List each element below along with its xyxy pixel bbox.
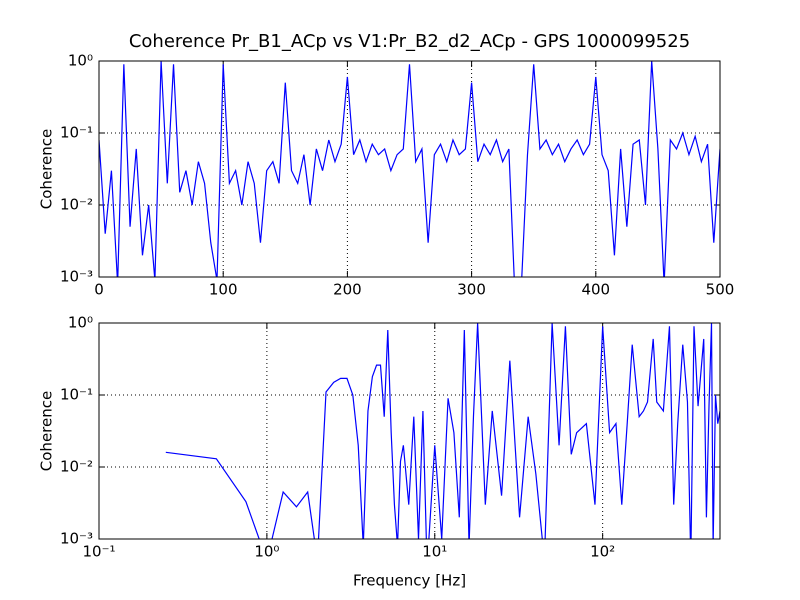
x-tick-label: 10⁰: [254, 543, 279, 561]
y-tick-label: 10⁻³: [60, 268, 93, 286]
x-tick-label: 100: [209, 281, 238, 299]
chart-title: Coherence Pr_B1_ACp vs V1:Pr_B2_d2_ACp -…: [129, 31, 690, 52]
x-tick-label: 400: [581, 281, 610, 299]
axes-frame: [98, 322, 721, 540]
x-tick-label: 500: [706, 281, 735, 299]
y-tick-label: 10⁻²: [60, 458, 93, 476]
y-axis-label: Coherence: [38, 129, 56, 209]
data-line: [99, 61, 720, 277]
y-tick-label: 10⁻³: [60, 530, 93, 548]
y-axis-label: Coherence: [38, 391, 56, 471]
x-tick-label: 200: [333, 281, 362, 299]
x-tick-label: 10²: [590, 543, 615, 561]
x-tick-label: 0: [94, 281, 104, 299]
axes-frame: [98, 60, 721, 278]
y-tick-label: 10⁻¹: [60, 124, 93, 142]
x-tick-label: 10¹: [422, 543, 447, 561]
y-tick-label: 10⁰: [68, 52, 93, 70]
x-axis-label: Frequency [Hz]: [353, 572, 466, 590]
data-line: [165, 323, 720, 539]
y-tick-label: 10⁻²: [60, 196, 93, 214]
x-tick-label: 300: [457, 281, 486, 299]
y-tick-label: 10⁻¹: [60, 386, 93, 404]
y-tick-label: 10⁰: [68, 314, 93, 332]
x-tick-label: 10⁻¹: [82, 543, 115, 561]
